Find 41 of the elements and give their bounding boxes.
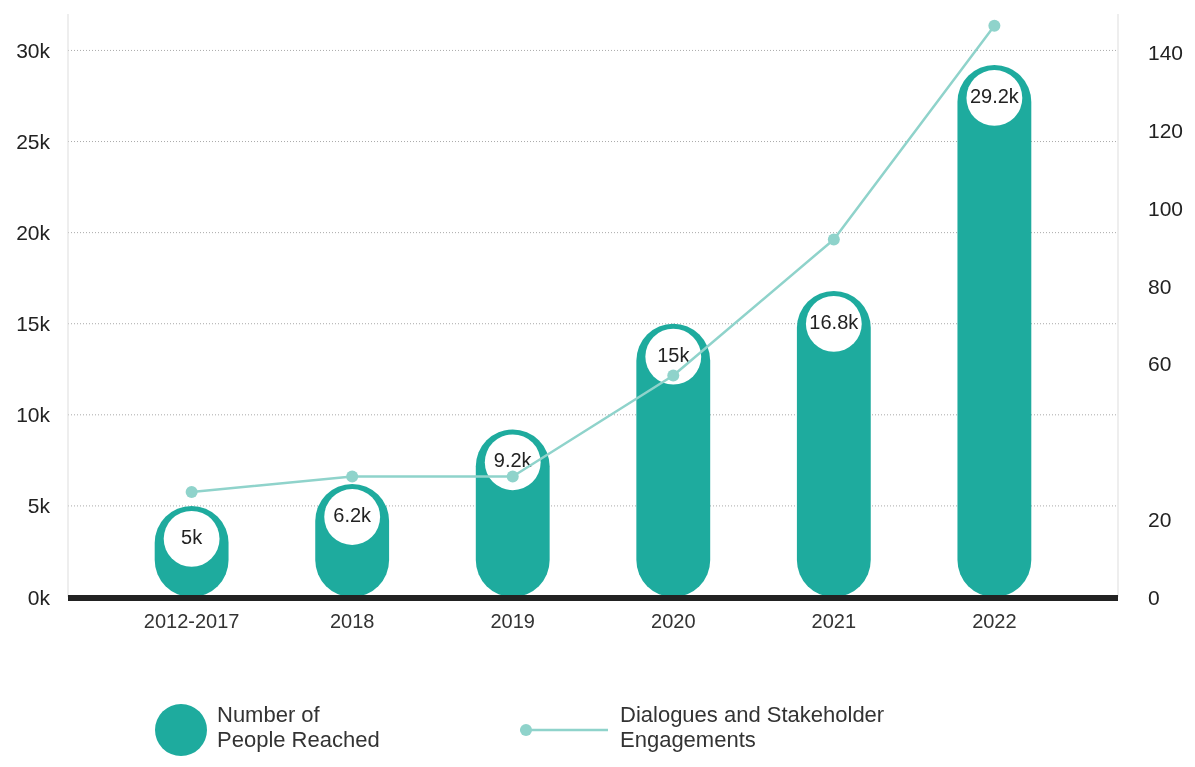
y2-tick-label: 80	[1148, 274, 1172, 298]
x-tick-label: 2020	[651, 610, 696, 632]
y-tick-label: 15k	[16, 312, 51, 336]
data-label: 5k	[181, 525, 204, 548]
label-badge: 15k	[645, 328, 702, 385]
x-tick-label: 2019	[490, 610, 535, 632]
point	[346, 470, 359, 483]
x-tick-label: 2021	[811, 610, 857, 632]
data-label: 9.2k	[493, 449, 533, 472]
y-tick-label: 30k	[16, 38, 51, 62]
label-badge: 29.2k	[966, 70, 1023, 126]
y2-tick-label: 120	[1148, 119, 1184, 143]
point	[667, 369, 680, 382]
point	[827, 233, 840, 246]
y-tick-label: 5k	[27, 494, 51, 518]
y-tick-label: 0k	[27, 585, 51, 609]
data-label: 29.2k	[969, 84, 1020, 107]
y-tick-label: 25k	[16, 130, 51, 154]
data-label: 6.2k	[333, 503, 373, 526]
y-tick-label: 20k	[16, 221, 51, 245]
point	[506, 470, 519, 483]
legend-label: Number of People Reached	[217, 702, 380, 752]
point	[988, 19, 1001, 32]
data-label: 15k	[657, 343, 691, 366]
y2-tick-label: 100	[1148, 196, 1184, 220]
y2-tick-label: 60	[1148, 352, 1172, 376]
data-label: 16.8k	[809, 310, 860, 333]
x-tick-label: 2012-2017	[143, 610, 240, 632]
label-badge: 6.2k	[324, 489, 381, 545]
label-badge: 16.8k	[805, 295, 862, 352]
label-badge: 9.2k	[484, 434, 541, 491]
y2-tick-label: 20	[1148, 507, 1172, 531]
legend-label: Dialogues and Stakeholder Engagements	[620, 702, 885, 752]
x-tick-label: 2022	[972, 610, 1017, 632]
x-tick-label: 2018	[329, 610, 375, 632]
label-badge: 5k	[163, 510, 220, 567]
point	[185, 486, 198, 499]
y-tick-label: 10k	[16, 403, 51, 427]
y2-tick-label: 140	[1148, 41, 1184, 65]
y2-tick-label: 0	[1148, 585, 1160, 609]
bar	[957, 65, 1032, 597]
